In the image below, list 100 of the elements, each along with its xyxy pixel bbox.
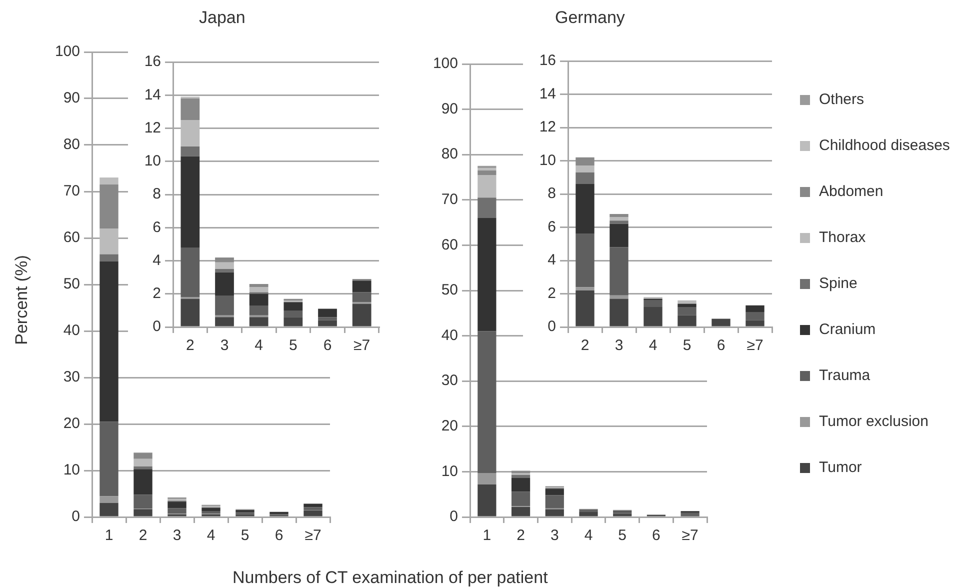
x-tick-label: 5 <box>240 527 250 544</box>
y-tick-label: 10 <box>144 152 161 170</box>
bar <box>134 469 152 495</box>
bar <box>352 280 372 292</box>
bar <box>249 317 268 326</box>
bar <box>318 317 337 320</box>
legend-label: Tumor <box>819 459 862 476</box>
bar <box>304 507 322 510</box>
bar <box>610 220 628 224</box>
bar <box>610 217 628 221</box>
bar <box>249 284 268 288</box>
y-tick-label: 90 <box>441 100 458 118</box>
bar <box>249 305 268 316</box>
y-tick-label: 0 <box>152 318 161 336</box>
legend-label: Abdomen <box>819 183 884 200</box>
bar <box>215 269 234 272</box>
bar <box>134 509 152 516</box>
bar <box>746 305 764 312</box>
y-tick-label: 16 <box>539 52 556 70</box>
bar <box>610 224 628 248</box>
bar <box>134 458 152 466</box>
bar <box>180 156 200 248</box>
bar <box>678 304 696 308</box>
bar <box>318 320 337 326</box>
bar <box>610 295 628 299</box>
bar <box>545 509 564 516</box>
x-tick-label: 1 <box>104 527 114 544</box>
bar <box>478 473 496 484</box>
y-tick-label: 100 <box>54 43 80 60</box>
bar <box>545 488 564 496</box>
bar <box>304 510 322 516</box>
legend-label: Spine <box>819 275 858 292</box>
x-axis-title: Numbers of CT examination of per patient <box>232 568 548 588</box>
y-tick-label: 14 <box>144 86 161 104</box>
x-tick-label: 6 <box>652 527 660 544</box>
x-tick-label: 5 <box>288 337 298 354</box>
y-tick-label: 80 <box>63 136 80 154</box>
bar <box>576 287 594 290</box>
bar <box>610 214 628 218</box>
legend-label: Childhood diseases <box>819 137 950 154</box>
bar <box>180 146 200 156</box>
x-tick-label: 3 <box>614 337 624 354</box>
bar <box>100 184 118 229</box>
bar <box>478 331 496 474</box>
bar <box>215 296 234 316</box>
bar <box>478 218 496 332</box>
bar <box>352 304 372 326</box>
bar <box>352 292 372 302</box>
bar <box>610 247 628 296</box>
y-tick-label: 10 <box>539 152 556 169</box>
bar <box>644 307 662 326</box>
bar <box>610 298 628 326</box>
bar <box>100 422 118 496</box>
x-tick-label: ≥7 <box>354 337 370 354</box>
bar <box>215 317 234 326</box>
bar <box>180 298 200 326</box>
bar <box>576 184 594 234</box>
bar <box>284 317 303 326</box>
x-tick-label: 4 <box>254 337 264 354</box>
bar <box>215 262 234 270</box>
x-tick-label: 5 <box>618 527 627 544</box>
y-tick-label: 10 <box>441 462 458 480</box>
x-tick-label: 1 <box>482 527 492 544</box>
bar <box>613 514 632 516</box>
y-tick-label: 50 <box>63 276 80 293</box>
bar <box>134 494 152 509</box>
legend-label: Trauma <box>819 367 870 384</box>
y-tick-label: 60 <box>441 236 458 254</box>
bar <box>180 120 200 146</box>
y-tick-label: 6 <box>548 218 556 236</box>
x-tick-label: ≥7 <box>746 337 764 354</box>
y-tick-label: 30 <box>63 368 80 386</box>
bar <box>576 166 594 172</box>
bar <box>100 228 118 254</box>
x-tick-label: 2 <box>580 337 590 354</box>
y-tick-label: 70 <box>441 191 458 208</box>
y-tick-label: 4 <box>548 252 556 269</box>
chart-title: Japan <box>199 8 246 28</box>
bar <box>511 478 530 492</box>
x-tick-label: 6 <box>274 527 284 544</box>
x-tick-label: 5 <box>682 337 692 354</box>
bar <box>284 310 303 318</box>
bar <box>678 315 696 326</box>
bar <box>249 287 268 292</box>
x-tick-label: 4 <box>648 337 658 354</box>
x-tick-label: 4 <box>206 527 216 544</box>
y-tick-label: 14 <box>539 85 556 102</box>
x-tick-label: 2 <box>516 527 525 544</box>
x-tick-label: ≥7 <box>304 527 322 544</box>
bar <box>511 474 530 478</box>
x-tick-label: 4 <box>584 527 593 544</box>
bar <box>511 507 530 516</box>
bar <box>215 257 234 262</box>
y-tick-label: 40 <box>63 322 80 340</box>
bar <box>202 510 220 514</box>
x-tick-label: ≥7 <box>682 527 698 544</box>
x-tick-label: 6 <box>323 337 332 354</box>
bar <box>576 157 594 166</box>
bar <box>168 502 186 508</box>
bar <box>100 254 118 262</box>
